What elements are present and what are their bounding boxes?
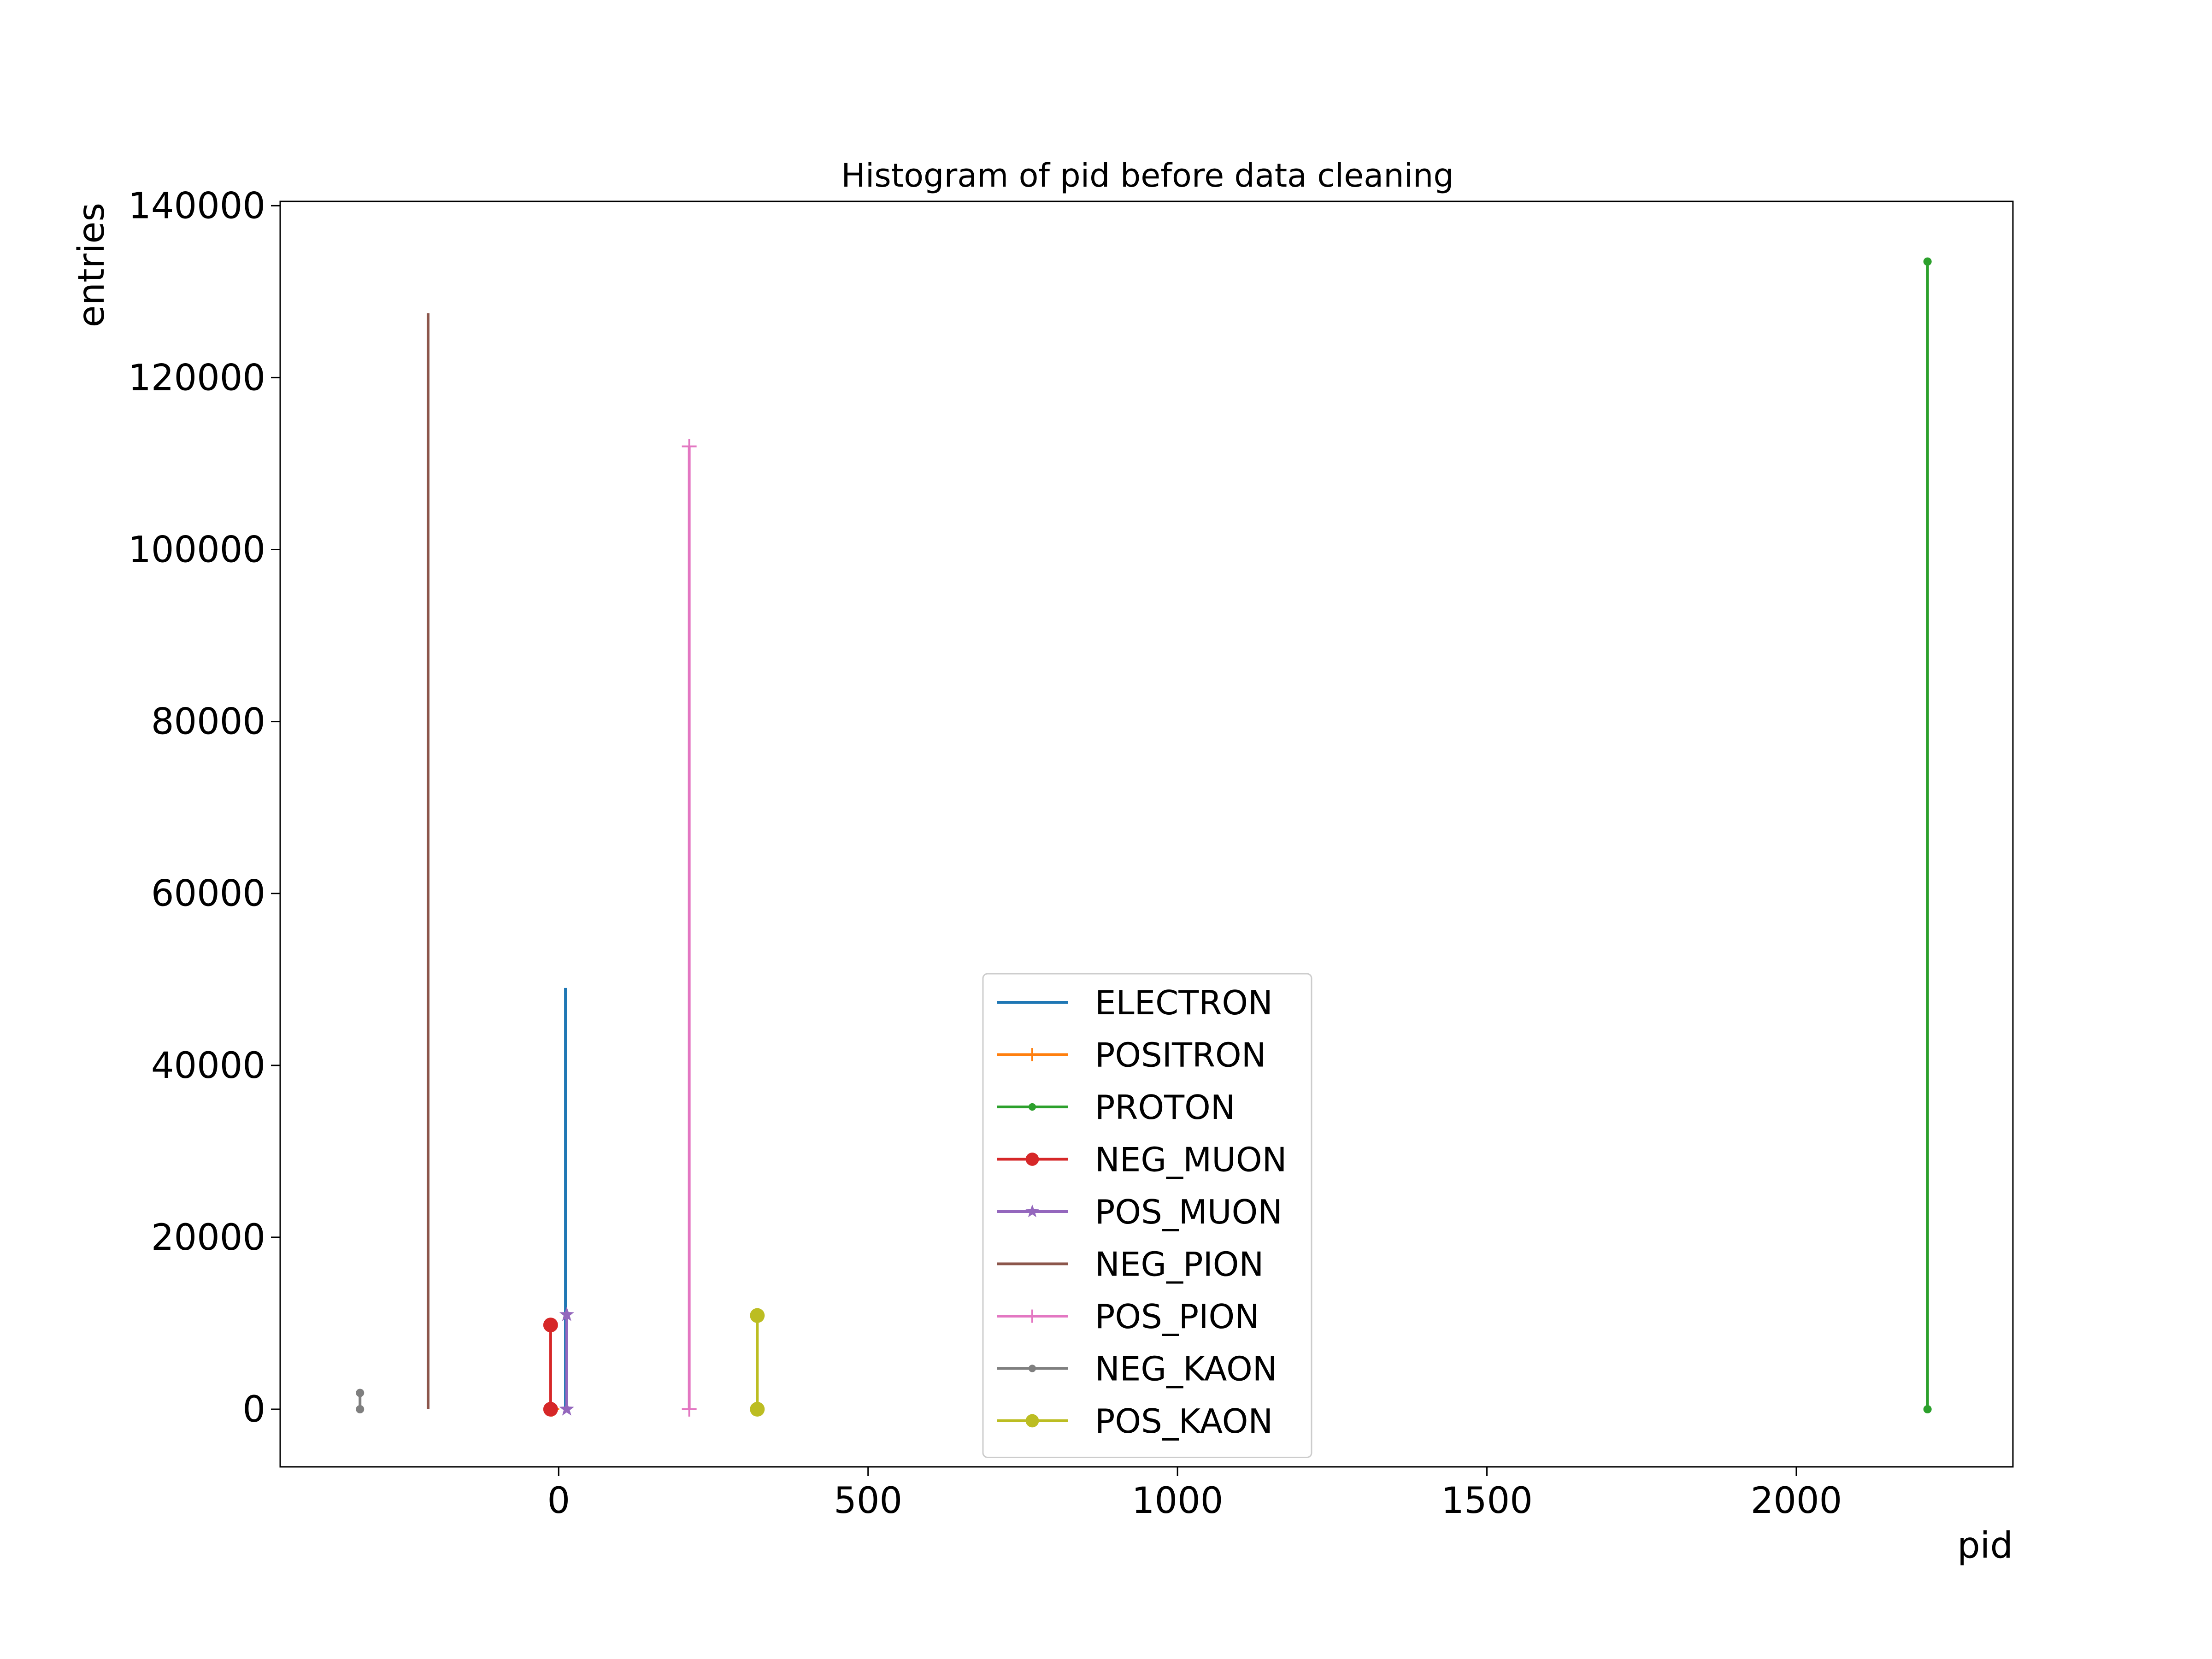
series-proton (1923, 257, 1932, 1414)
x-axis-label: pid (1957, 1525, 2013, 1566)
x-tick-label: 500 (834, 1480, 902, 1522)
y-tick-label: 100000 (128, 529, 265, 571)
legend: ELECTRON POSITRON PROTON NEG_MUON POS_MUON NE… (982, 973, 1312, 1458)
y-tick-label: 60000 (151, 873, 265, 915)
x-axis: 0 500 1000 1500 2000 (547, 1467, 1842, 1522)
series-neg-muon (543, 1318, 558, 1417)
legend-item: NEG_PION (997, 1245, 1264, 1284)
legend-item: NEG_KAON (997, 1350, 1277, 1388)
data-point-marker (1923, 257, 1932, 266)
y-axis-label: entries (71, 203, 112, 327)
series-pos-kaon (750, 1308, 765, 1417)
series-pos-pion (682, 439, 697, 1417)
legend-label: POS_PION (1095, 1297, 1259, 1336)
chart-title: Histogram of pid before data cleaning (841, 157, 1454, 194)
data-point-marker (1028, 1103, 1036, 1111)
data-point-marker (1025, 1048, 1039, 1061)
y-tick-label: 20000 (151, 1217, 265, 1259)
data-point-marker (1025, 1414, 1039, 1428)
legend-label: POS_MUON (1095, 1193, 1282, 1231)
legend-label: NEG_PION (1095, 1245, 1264, 1284)
plot-area-frame (279, 200, 2014, 1468)
data-point-marker (559, 1401, 574, 1416)
data-point-marker (1923, 1405, 1932, 1414)
data-point-marker (559, 1306, 574, 1321)
x-tick-label: 2000 (1751, 1480, 1842, 1522)
data-point-marker (543, 1318, 558, 1333)
data-point-marker (543, 1402, 558, 1417)
data-point-marker (356, 1388, 365, 1397)
x-tick-label: 0 (547, 1480, 570, 1522)
data-point-marker (1025, 1153, 1039, 1166)
y-tick-label: 120000 (128, 357, 265, 399)
series-layer (356, 257, 1932, 1417)
data-point-marker (682, 1402, 697, 1417)
legend-item: POS_PION (997, 1297, 1259, 1336)
data-point-marker (1025, 1204, 1039, 1218)
legend-item: PROTON (997, 1088, 1235, 1127)
legend-label: PROTON (1095, 1088, 1235, 1127)
x-tick-label: 1500 (1441, 1480, 1533, 1522)
data-point-marker (750, 1402, 765, 1417)
y-tick-label: 140000 (128, 185, 265, 227)
data-point-marker (750, 1308, 765, 1323)
y-axis: 0 20000 40000 60000 80000 100000 120000 140000 (128, 185, 280, 1430)
legend-item: ELECTRON (997, 983, 1273, 1022)
legend-item: NEG_MUON (997, 1141, 1287, 1179)
legend-item: POS_KAON (997, 1402, 1273, 1441)
legend-label: POS_KAON (1095, 1402, 1273, 1441)
legend-item: POSITRON (997, 1036, 1266, 1075)
data-point-marker (356, 1405, 365, 1414)
legend-label: NEG_KAON (1095, 1350, 1277, 1388)
series-neg-kaon (356, 1388, 365, 1414)
y-tick-label: 0 (242, 1389, 265, 1430)
data-point-marker (1025, 1309, 1039, 1323)
x-tick-label: 1000 (1132, 1480, 1224, 1522)
legend-box (982, 973, 1312, 1458)
data-point-marker (682, 439, 697, 454)
legend-label: POSITRON (1095, 1036, 1266, 1075)
series-pos-muon (559, 1306, 574, 1416)
y-tick-label: 40000 (151, 1045, 265, 1087)
legend-label: ELECTRON (1095, 983, 1273, 1022)
legend-item: POS_MUON (997, 1193, 1282, 1231)
legend-label: NEG_MUON (1095, 1141, 1287, 1179)
y-tick-label: 80000 (151, 701, 265, 743)
data-point-marker (1028, 1365, 1036, 1372)
